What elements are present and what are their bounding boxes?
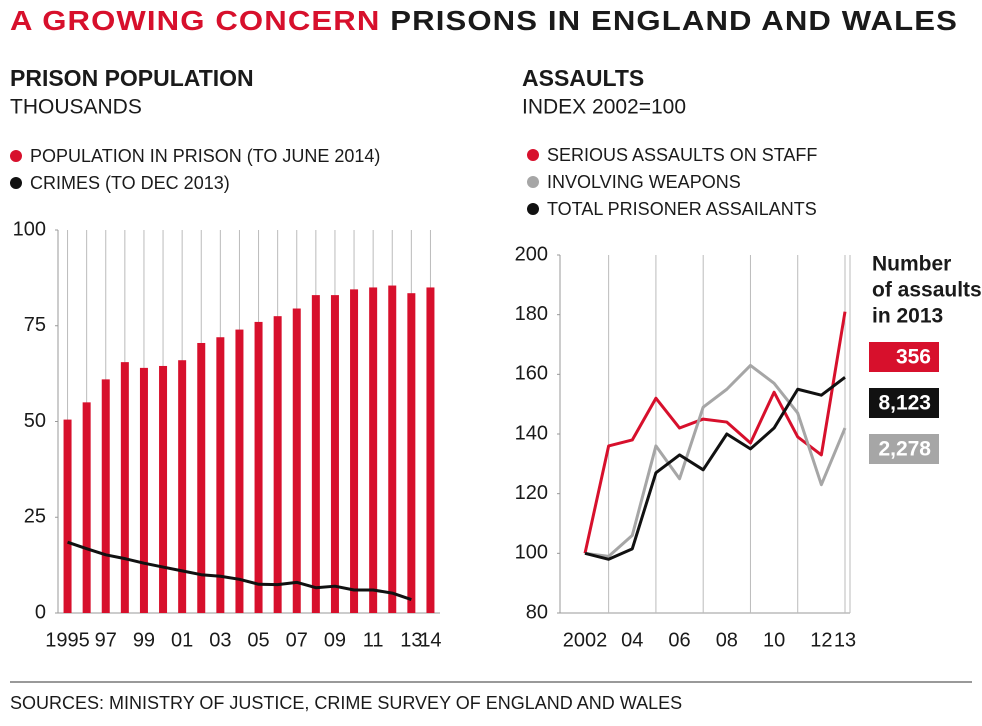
x-tick-label: 12 [810, 629, 832, 651]
legend-marker [10, 150, 22, 162]
bar [101, 379, 110, 613]
headline-main: PRISONS IN ENGLAND AND WALES [390, 5, 958, 36]
x-tick-label: 13 [400, 629, 422, 651]
legend-label: SERIOUS ASSAULTS ON STAFF [547, 145, 817, 165]
series-line [584, 376, 846, 561]
legend-marker [527, 176, 539, 188]
x-tick-label: 11 [363, 629, 384, 651]
chart-title: PRISON POPULATION [10, 65, 254, 91]
bar [82, 402, 91, 613]
x-tick-label: 03 [209, 629, 231, 651]
count-label: 2,278 [878, 438, 931, 461]
source: SOURCES: MINISTRY OF JUSTICE, CRIME SURV… [10, 693, 682, 713]
series-line [67, 540, 412, 602]
count-label: 356 [896, 346, 931, 369]
y-tick-label: 80 [526, 601, 548, 623]
bar [159, 365, 168, 613]
bar [63, 419, 72, 613]
legend-marker [527, 149, 539, 161]
y-tick-label: 75 [24, 314, 46, 336]
y-tick-label: 25 [24, 506, 46, 528]
y-tick-label: 140 [515, 422, 548, 444]
y-tick-label: 180 [515, 303, 548, 325]
count-label: 8,123 [878, 392, 931, 415]
bar [197, 342, 206, 613]
x-tick-label: 08 [716, 629, 738, 651]
legend-marker [527, 203, 539, 215]
count-box [869, 342, 939, 372]
x-tick-label: 01 [171, 629, 193, 651]
bar [330, 295, 339, 613]
x-tick-label: 99 [133, 629, 155, 651]
x-tick-label: 97 [95, 629, 117, 651]
chart-subtitle: THOUSANDS [10, 96, 142, 119]
legend-label: POPULATION IN PRISON (TO JUNE 2014) [30, 146, 380, 166]
legend-marker [10, 177, 22, 189]
legend-label: TOTAL PRISONER ASSAILANTS [547, 199, 817, 219]
bar [407, 293, 416, 613]
annotation: Number [872, 253, 951, 276]
x-tick-label: 09 [324, 629, 346, 651]
y-tick-label: 100 [13, 218, 46, 240]
bar [139, 367, 148, 613]
legend-label: INVOLVING WEAPONS [547, 172, 741, 192]
headline-highlight: A GROWING CONCERN [10, 5, 380, 36]
bar [388, 285, 397, 613]
y-tick-label: 200 [515, 243, 548, 265]
x-tick-label: 04 [621, 629, 643, 651]
bar [426, 287, 435, 613]
bar [178, 360, 187, 613]
bar [120, 362, 129, 613]
y-tick-label: 160 [515, 363, 548, 385]
x-tick-label: 13 [834, 629, 856, 651]
bar [350, 289, 359, 613]
bar [254, 321, 263, 613]
chart-subtitle: INDEX 2002=100 [522, 96, 686, 119]
x-tick-label: 14 [419, 629, 441, 651]
bar [369, 287, 378, 613]
x-tick-label: 07 [286, 629, 308, 651]
annotation: of assaults [872, 279, 982, 302]
y-tick-label: 100 [515, 542, 548, 564]
chart-title: ASSAULTS [522, 65, 644, 91]
y-tick-label: 0 [35, 601, 46, 623]
y-tick-label: 120 [515, 482, 548, 504]
legend-label: CRIMES (TO DEC 2013) [30, 173, 230, 193]
bar [273, 316, 282, 613]
x-tick-label: 05 [247, 629, 269, 651]
count-box [869, 388, 939, 418]
x-tick-label: 2002 [563, 629, 608, 651]
bar [292, 308, 301, 613]
count-box [869, 434, 939, 464]
y-tick-label: 50 [24, 410, 46, 432]
series-line [584, 363, 847, 558]
bar [311, 295, 320, 613]
x-tick-label: 1995 [45, 629, 90, 651]
series-line [583, 311, 847, 554]
bar [235, 329, 244, 613]
x-tick-label: 10 [763, 629, 785, 651]
x-tick-label: 06 [668, 629, 690, 651]
bar [216, 337, 225, 613]
annotation: in 2013 [872, 305, 943, 328]
headline: A GROWING CONCERN PRISONS IN ENGLAND AND… [10, 5, 958, 36]
